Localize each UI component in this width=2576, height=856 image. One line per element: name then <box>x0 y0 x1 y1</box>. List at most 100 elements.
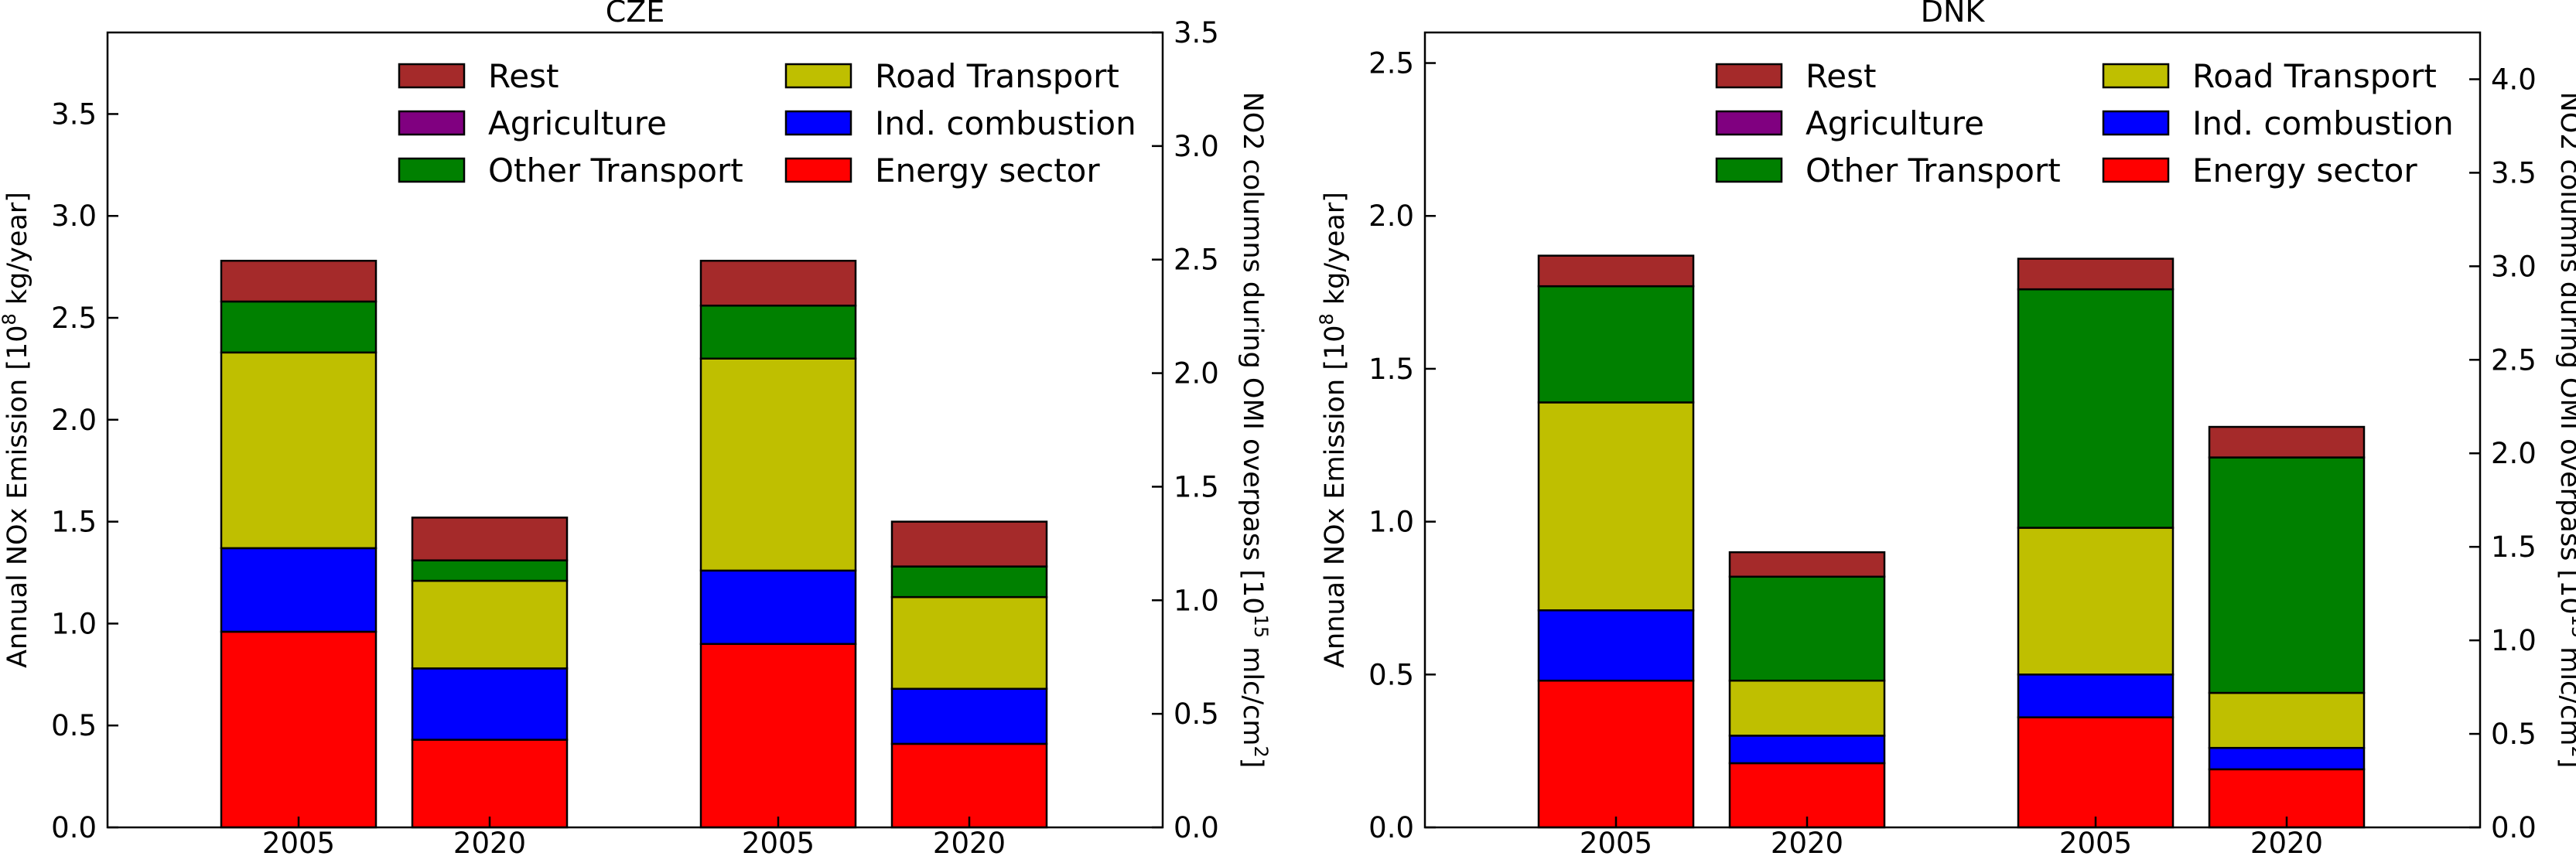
legend-label: Energy sector <box>2192 152 2417 189</box>
bar-segment-rest-4 <box>2208 425 2366 459</box>
legend: Rest Agriculture Other Transport Road Trans… <box>1715 57 2454 189</box>
y-tick-label: 2.0 <box>51 404 97 437</box>
y2-tick-label: 2.0 <box>1174 357 1219 390</box>
legend-label: Ind. combustion <box>875 104 1136 142</box>
bar-segment-other-transport-3 <box>699 304 857 360</box>
legend-label: Energy sector <box>875 152 1100 189</box>
bar-segment-ind-combustion-2 <box>411 667 569 741</box>
y-tick-label: 1.5 <box>51 506 97 539</box>
y-tick-label: 0.5 <box>51 709 97 742</box>
bar-segment-rest-3 <box>2017 257 2175 291</box>
legend-swatch <box>1715 110 1783 136</box>
y-axis-label: Annual NOx Emission [108 kg/year] <box>1316 192 1351 668</box>
bar-segment-energy-sector-1 <box>220 630 378 829</box>
y-tick-label: 2.0 <box>1368 200 1414 233</box>
y-tick-label: 0.0 <box>1368 811 1414 844</box>
axes-frame <box>106 31 1164 829</box>
y2-tick-label: 0.0 <box>1174 811 1219 844</box>
y2-tick-label: 4.0 <box>2491 63 2537 96</box>
y2-axis-label-suffix: ] <box>2554 758 2576 769</box>
bar-segment-ind-combustion-4 <box>890 687 1048 745</box>
y2-tick-label: 3.0 <box>2491 250 2537 283</box>
bar-segment-ind-combustion-3 <box>699 569 857 646</box>
bar-segment-rest-1 <box>1537 254 1695 288</box>
bar-segment-other-transport-1 <box>1537 285 1695 404</box>
legend-swatch <box>784 157 852 183</box>
y2-tick-label: 1.5 <box>2491 530 2537 564</box>
legend-label: Ind. combustion <box>2192 104 2454 142</box>
bar-segment-ind-combustion-3 <box>2017 674 2175 718</box>
bar-segment-rest-2 <box>411 517 569 561</box>
x-tick-label: 2020 <box>1771 827 1843 856</box>
legend-swatch <box>398 157 466 183</box>
x-tick-label: 2005 <box>2059 827 2132 856</box>
legend-swatch <box>2102 63 2170 89</box>
legend-swatch <box>2102 110 2170 136</box>
y-tick-label: 1.5 <box>1368 353 1414 386</box>
bar-segment-ind-combustion-1 <box>1537 609 1695 682</box>
x-tick-label: 2020 <box>2250 827 2323 856</box>
y-axis-label-exponent: 8 <box>1316 313 1338 325</box>
y-axis-label-text: Annual NOx Emission [10 <box>2 326 33 668</box>
y-tick-label: 3.0 <box>51 200 97 233</box>
bar-segment-road-transport-1 <box>220 351 378 550</box>
panel-title: DNK <box>1921 0 1986 29</box>
y-tick-label: 2.5 <box>51 302 97 335</box>
bar-segment-other-transport-2 <box>411 559 569 582</box>
y2-tick-label: 1.0 <box>1174 584 1219 617</box>
legend-swatch <box>1715 157 1783 183</box>
y2-axis-label: NO2 columns during OMI overpass [1015 ml… <box>2554 92 2576 769</box>
y2-tick-label: 2.5 <box>1174 244 1219 277</box>
x-tick-label: 2005 <box>1580 827 1652 856</box>
y2-tick-label: 3.5 <box>1174 16 1219 49</box>
legend-label: Rest <box>488 57 559 95</box>
y-axis-label-unit: kg/year] <box>1320 192 1351 313</box>
legend-swatch <box>784 110 852 136</box>
y2-tick-label: 2.0 <box>2491 437 2537 470</box>
y-tick-label: 1.0 <box>1368 506 1414 539</box>
bar-segment-energy-sector-4 <box>890 742 1048 829</box>
legend-swatch <box>2102 157 2170 183</box>
y2-axis-label-prefix: NO2 columns during OMI overpass [10 <box>1237 92 1268 615</box>
y-axis-label-text: Annual NOx Emission [10 <box>1320 326 1351 668</box>
legend-swatch <box>1715 63 1783 89</box>
y-axis-label: Annual NOx Emission [108 kg/year] <box>0 192 33 668</box>
chart-panel-dnk: 0.0 0.5 1.0 1.5 2.0 2.5 0.0 0.5 1.0 1.5 2.0 2.5 3.0 3… <box>1316 0 2576 856</box>
axes-frame <box>1423 31 2482 829</box>
bar-segment-road-transport-1 <box>1537 401 1695 612</box>
y2-tick-label: 0.5 <box>1174 697 1219 731</box>
bar-segment-rest-2 <box>1728 551 1886 578</box>
y-tick-label: 1.0 <box>51 607 97 640</box>
legend-swatch <box>398 63 466 89</box>
legend-label: Agriculture <box>1806 104 1984 142</box>
bar-segment-ind-combustion-1 <box>220 547 378 633</box>
y2-tick-label: 2.5 <box>2491 343 2537 377</box>
x-tick-label: 2020 <box>453 827 526 856</box>
legend-swatch <box>784 63 852 89</box>
legend-label: Other Transport <box>488 152 743 189</box>
bar-segment-energy-sector-2 <box>411 738 569 829</box>
chart-panel-cze: 0.0 0.5 1.0 1.5 2.0 2.5 3.0 3.5 0.0 0.5 1.0 1.5 2.0 2… <box>0 0 1272 856</box>
bar-segment-road-transport-2 <box>411 579 569 670</box>
bar-segment-other-transport-4 <box>890 565 1048 599</box>
panel-title: CZE <box>606 0 665 29</box>
y-tick-label: 0.5 <box>1368 658 1414 691</box>
bar-segment-ind-combustion-2 <box>1728 735 1886 765</box>
y2-axis-label-mid: mlc/cm <box>2554 638 2576 745</box>
legend-label: Road Transport <box>2192 57 2437 95</box>
y-tick-label: 0.0 <box>51 811 97 844</box>
y2-axis-label-exp: 15 <box>1250 615 1272 639</box>
y2-axis-label-exp: 15 <box>2567 615 2576 639</box>
y2-axis-label-exp2: 2 <box>1250 746 1272 758</box>
y2-tick-label: 1.5 <box>1174 470 1219 503</box>
x-tick-label: 2020 <box>933 827 1006 856</box>
x-tick-label: 2005 <box>262 827 335 856</box>
bar-segment-road-transport-2 <box>1728 679 1886 737</box>
y2-tick-label: 3.0 <box>1174 130 1219 163</box>
legend: Rest Agriculture Other Transport Road Trans… <box>398 57 1136 189</box>
y2-tick-label: 0.0 <box>2491 811 2537 844</box>
y-axis-label-unit: kg/year] <box>2 192 33 313</box>
y2-axis-label-suffix: ] <box>1237 758 1268 769</box>
bar-segment-ind-combustion-4 <box>2208 746 2366 771</box>
